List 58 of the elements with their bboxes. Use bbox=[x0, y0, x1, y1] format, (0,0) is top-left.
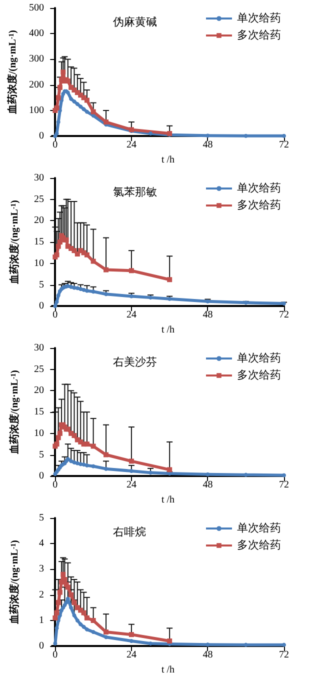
legend-label: 多次给药 bbox=[237, 28, 281, 42]
x-tick-label: 72 bbox=[279, 140, 289, 151]
y-tick-label: 20 bbox=[34, 385, 44, 396]
x-tick-label: 0 bbox=[52, 310, 58, 321]
y-tick-label: 0 bbox=[39, 300, 44, 312]
legend-label: 单次给药 bbox=[237, 522, 281, 534]
y-tick-label: 400 bbox=[29, 28, 44, 40]
x-tick-label: 72 bbox=[279, 480, 289, 491]
y-tick-label: 1 bbox=[39, 614, 44, 626]
legend-label: 多次给药 bbox=[237, 368, 281, 382]
x-tick-label: 24 bbox=[126, 650, 136, 661]
y-tick-label: 4 bbox=[39, 538, 44, 550]
x-tick-label: 0 bbox=[52, 140, 58, 151]
text: 右啡烷 bbox=[113, 526, 146, 538]
x-tick-label: 24 bbox=[126, 310, 136, 321]
x-tick-label: 48 bbox=[202, 310, 213, 321]
y-tick-label: 500 bbox=[29, 2, 44, 14]
y-tick-label: 3 bbox=[39, 564, 44, 575]
y-tick-label: 0 bbox=[39, 130, 44, 142]
y-tick-label: 0 bbox=[39, 640, 44, 652]
legend-label: 单次给药 bbox=[237, 12, 281, 24]
legend-label: 多次给药 bbox=[237, 198, 281, 212]
legend-label: 单次给药 bbox=[237, 352, 281, 364]
x-axis-title: t /h bbox=[161, 324, 175, 336]
y-tick-label: 10 bbox=[34, 428, 44, 439]
x-tick-label: 48 bbox=[202, 480, 213, 491]
y-tick-label: 30 bbox=[34, 342, 44, 354]
y-tick-label: 25 bbox=[34, 364, 44, 375]
text: 伪麻黄碱 bbox=[113, 16, 157, 28]
text: 右美沙芬 bbox=[113, 356, 157, 368]
x-tick-label: 24 bbox=[126, 140, 136, 151]
x-tick-label: 48 bbox=[202, 140, 213, 151]
x-tick-label: 0 bbox=[52, 480, 58, 491]
legend-label: 多次给药 bbox=[237, 538, 281, 552]
y-tick-label: 5 bbox=[39, 512, 44, 524]
x-tick-label: 72 bbox=[279, 310, 289, 321]
y-tick-label: 25 bbox=[34, 194, 44, 205]
x-axis-title: t /h bbox=[161, 154, 175, 166]
y-tick-label: 5 bbox=[39, 279, 44, 290]
y-tick-label: 30 bbox=[34, 172, 44, 184]
y-tick-label: 300 bbox=[29, 54, 44, 65]
text: 氯苯那敏 bbox=[113, 186, 157, 198]
y-tick-label: 2 bbox=[39, 589, 44, 600]
x-tick-label: 24 bbox=[126, 480, 136, 491]
y-tick-label: 15 bbox=[34, 406, 44, 418]
y-tick-label: 100 bbox=[29, 104, 44, 116]
x-axis-title: t /h bbox=[161, 494, 175, 506]
y-tick-label: 200 bbox=[29, 79, 44, 90]
y-tick-label: 5 bbox=[39, 449, 44, 460]
x-tick-label: 72 bbox=[279, 650, 289, 661]
legend-label: 单次给药 bbox=[237, 182, 281, 194]
x-tick-label: 0 bbox=[52, 650, 58, 661]
y-tick-label: 0 bbox=[39, 470, 44, 482]
y-tick-label: 10 bbox=[34, 258, 44, 269]
y-tick-label: 15 bbox=[34, 236, 44, 248]
x-axis-title: t /h bbox=[161, 664, 175, 676]
y-tick-label: 20 bbox=[34, 215, 44, 226]
x-tick-label: 48 bbox=[202, 650, 213, 661]
